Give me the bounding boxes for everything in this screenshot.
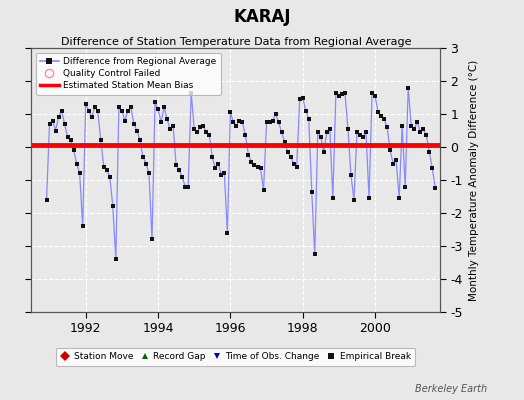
Legend: Station Move, Record Gap, Time of Obs. Change, Empirical Break: Station Move, Record Gap, Time of Obs. C… bbox=[57, 348, 415, 366]
Text: KARAJ: KARAJ bbox=[233, 8, 291, 26]
Text: Berkeley Earth: Berkeley Earth bbox=[415, 384, 487, 394]
Title: Difference of Station Temperature Data from Regional Average: Difference of Station Temperature Data f… bbox=[61, 37, 411, 47]
Y-axis label: Monthly Temperature Anomaly Difference (°C): Monthly Temperature Anomaly Difference (… bbox=[468, 59, 478, 301]
